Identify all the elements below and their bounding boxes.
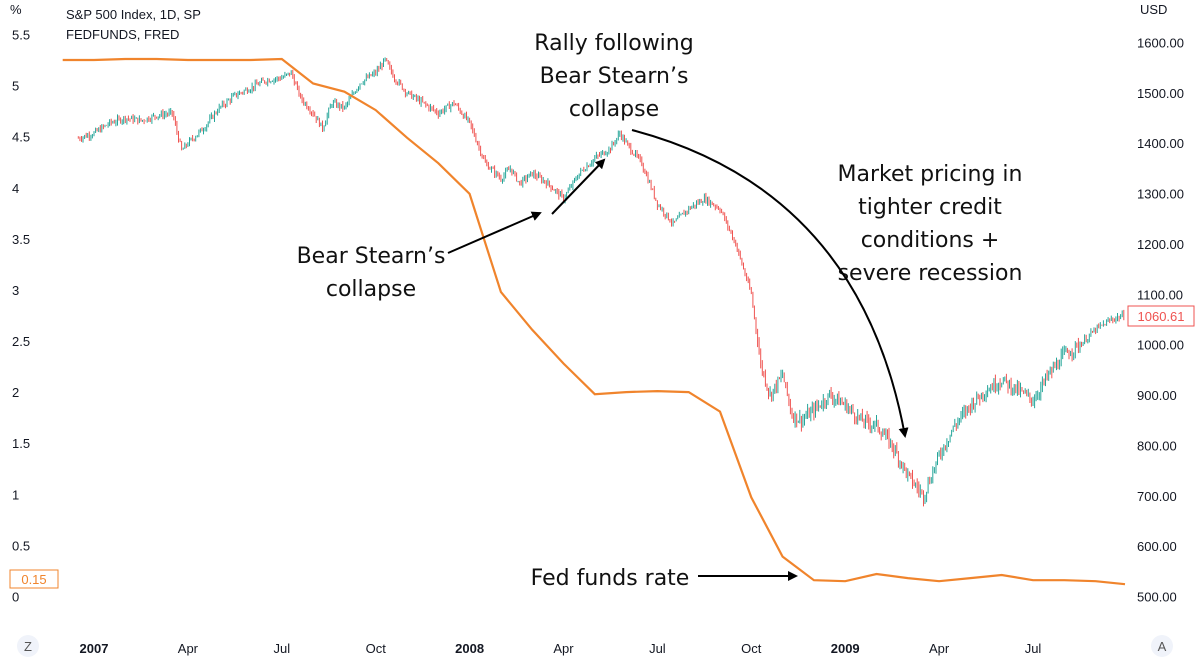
x-tick-label: Apr — [178, 641, 199, 656]
left-tick-label: 1 — [12, 487, 19, 502]
right-tick-label: 1300.00 — [1137, 187, 1184, 202]
right-tick-label: 500.00 — [1137, 590, 1177, 605]
right-tick-label: 800.00 — [1137, 438, 1177, 453]
annotation-fed-funds: Fed funds rate — [531, 566, 690, 591]
left-axis-unit: % — [10, 2, 22, 17]
arrow-rally — [551, 158, 606, 215]
svg-text:Market pricing in: Market pricing in — [838, 162, 1023, 187]
annotation-market-pricing: Market pricing in tighter credit conditi… — [838, 162, 1023, 286]
left-tick-label: 3.5 — [12, 232, 30, 247]
right-axis-ticks: 1600.00 1500.00 1400.00 1300.00 1200.00 1100.… — [1137, 36, 1184, 605]
x-axis-ticks: 2007 Apr Jul Oct 2008 Apr Jul Oct 2009 Apr Jul — [80, 641, 1042, 656]
right-tick-label: 1100.00 — [1137, 287, 1183, 302]
svg-text:1060.61: 1060.61 — [1138, 309, 1185, 324]
x-tick-label: 2007 — [80, 641, 109, 656]
left-tick-label: 4.5 — [12, 130, 30, 145]
right-tick-label: 600.00 — [1137, 539, 1177, 554]
legend-fedfunds: FEDFUNDS, FRED — [66, 27, 179, 42]
svg-text:collapse: collapse — [569, 97, 659, 122]
x-tick-label: Oct — [366, 641, 387, 656]
annotation-rally: Rally following Bear Stearn’s collapse — [534, 31, 693, 122]
x-tick-label: Jul — [649, 641, 666, 656]
arrow-bear-stearns — [447, 211, 542, 254]
left-tick-label: 0 — [12, 590, 19, 605]
x-tick-label: Oct — [741, 641, 762, 656]
svg-text:collapse: collapse — [326, 277, 416, 302]
svg-text:Z: Z — [24, 639, 32, 654]
right-axis-unit: USD — [1140, 2, 1167, 17]
x-tick-label: 2008 — [455, 641, 484, 656]
left-tick-label: 0.5 — [12, 538, 30, 553]
right-tick-label: 1500.00 — [1137, 86, 1184, 101]
right-tick-label: 900.00 — [1137, 388, 1177, 403]
x-tick-label: Apr — [553, 641, 574, 656]
left-tick-label: 5 — [12, 79, 19, 94]
legend: S&P 500 Index, 1D, SP FEDFUNDS, FRED — [66, 7, 201, 42]
left-tick-label: 2.5 — [12, 334, 30, 349]
right-tick-label: 1400.00 — [1137, 136, 1184, 151]
x-tick-label: Apr — [929, 641, 950, 656]
sp500-current-label: 1060.61 — [1127, 305, 1195, 327]
sp500-series — [77, 57, 1125, 507]
left-tick-label: 2 — [12, 385, 19, 400]
auto-scale-a-button[interactable]: A — [1151, 635, 1173, 657]
svg-text:severe recession: severe recession — [838, 261, 1023, 286]
svg-text:0.15: 0.15 — [21, 572, 46, 587]
svg-text:Bear Stearn’s: Bear Stearn’s — [540, 64, 689, 89]
left-axis-ticks: 5.5 5 4.5 4 3.5 3 2.5 2 1.5 1 0.5 0 — [12, 28, 30, 605]
arrow-market-pricing — [631, 129, 909, 438]
left-tick-label: 4 — [12, 181, 19, 196]
left-tick-label: 1.5 — [12, 436, 30, 451]
left-tick-label: 5.5 — [12, 28, 30, 43]
right-tick-label: 1000.00 — [1137, 338, 1184, 353]
right-tick-label: 700.00 — [1137, 489, 1177, 504]
svg-text:Bear Stearn’s: Bear Stearn’s — [297, 244, 446, 269]
annotation-bear-stearns: Bear Stearn’s collapse — [297, 244, 446, 302]
x-tick-label: 2009 — [831, 641, 860, 656]
svg-text:A: A — [1158, 639, 1167, 654]
right-tick-label: 1200.00 — [1137, 237, 1184, 252]
x-tick-label: Jul — [273, 641, 290, 656]
right-tick-label: 1600.00 — [1137, 36, 1184, 51]
fed-funds-current-label: 0.15 — [9, 569, 59, 589]
svg-text:Rally following: Rally following — [534, 31, 693, 56]
svg-text:tighter credit: tighter credit — [858, 195, 1002, 220]
svg-text:Fed funds rate: Fed funds rate — [531, 566, 690, 591]
auto-scale-z-button[interactable]: Z — [17, 635, 39, 657]
left-tick-label: 3 — [12, 283, 19, 298]
x-tick-label: Jul — [1025, 641, 1042, 656]
svg-text:conditions +: conditions + — [861, 228, 1000, 253]
fed-funds-line — [62, 57, 1126, 586]
legend-sp500: S&P 500 Index, 1D, SP — [66, 7, 201, 22]
